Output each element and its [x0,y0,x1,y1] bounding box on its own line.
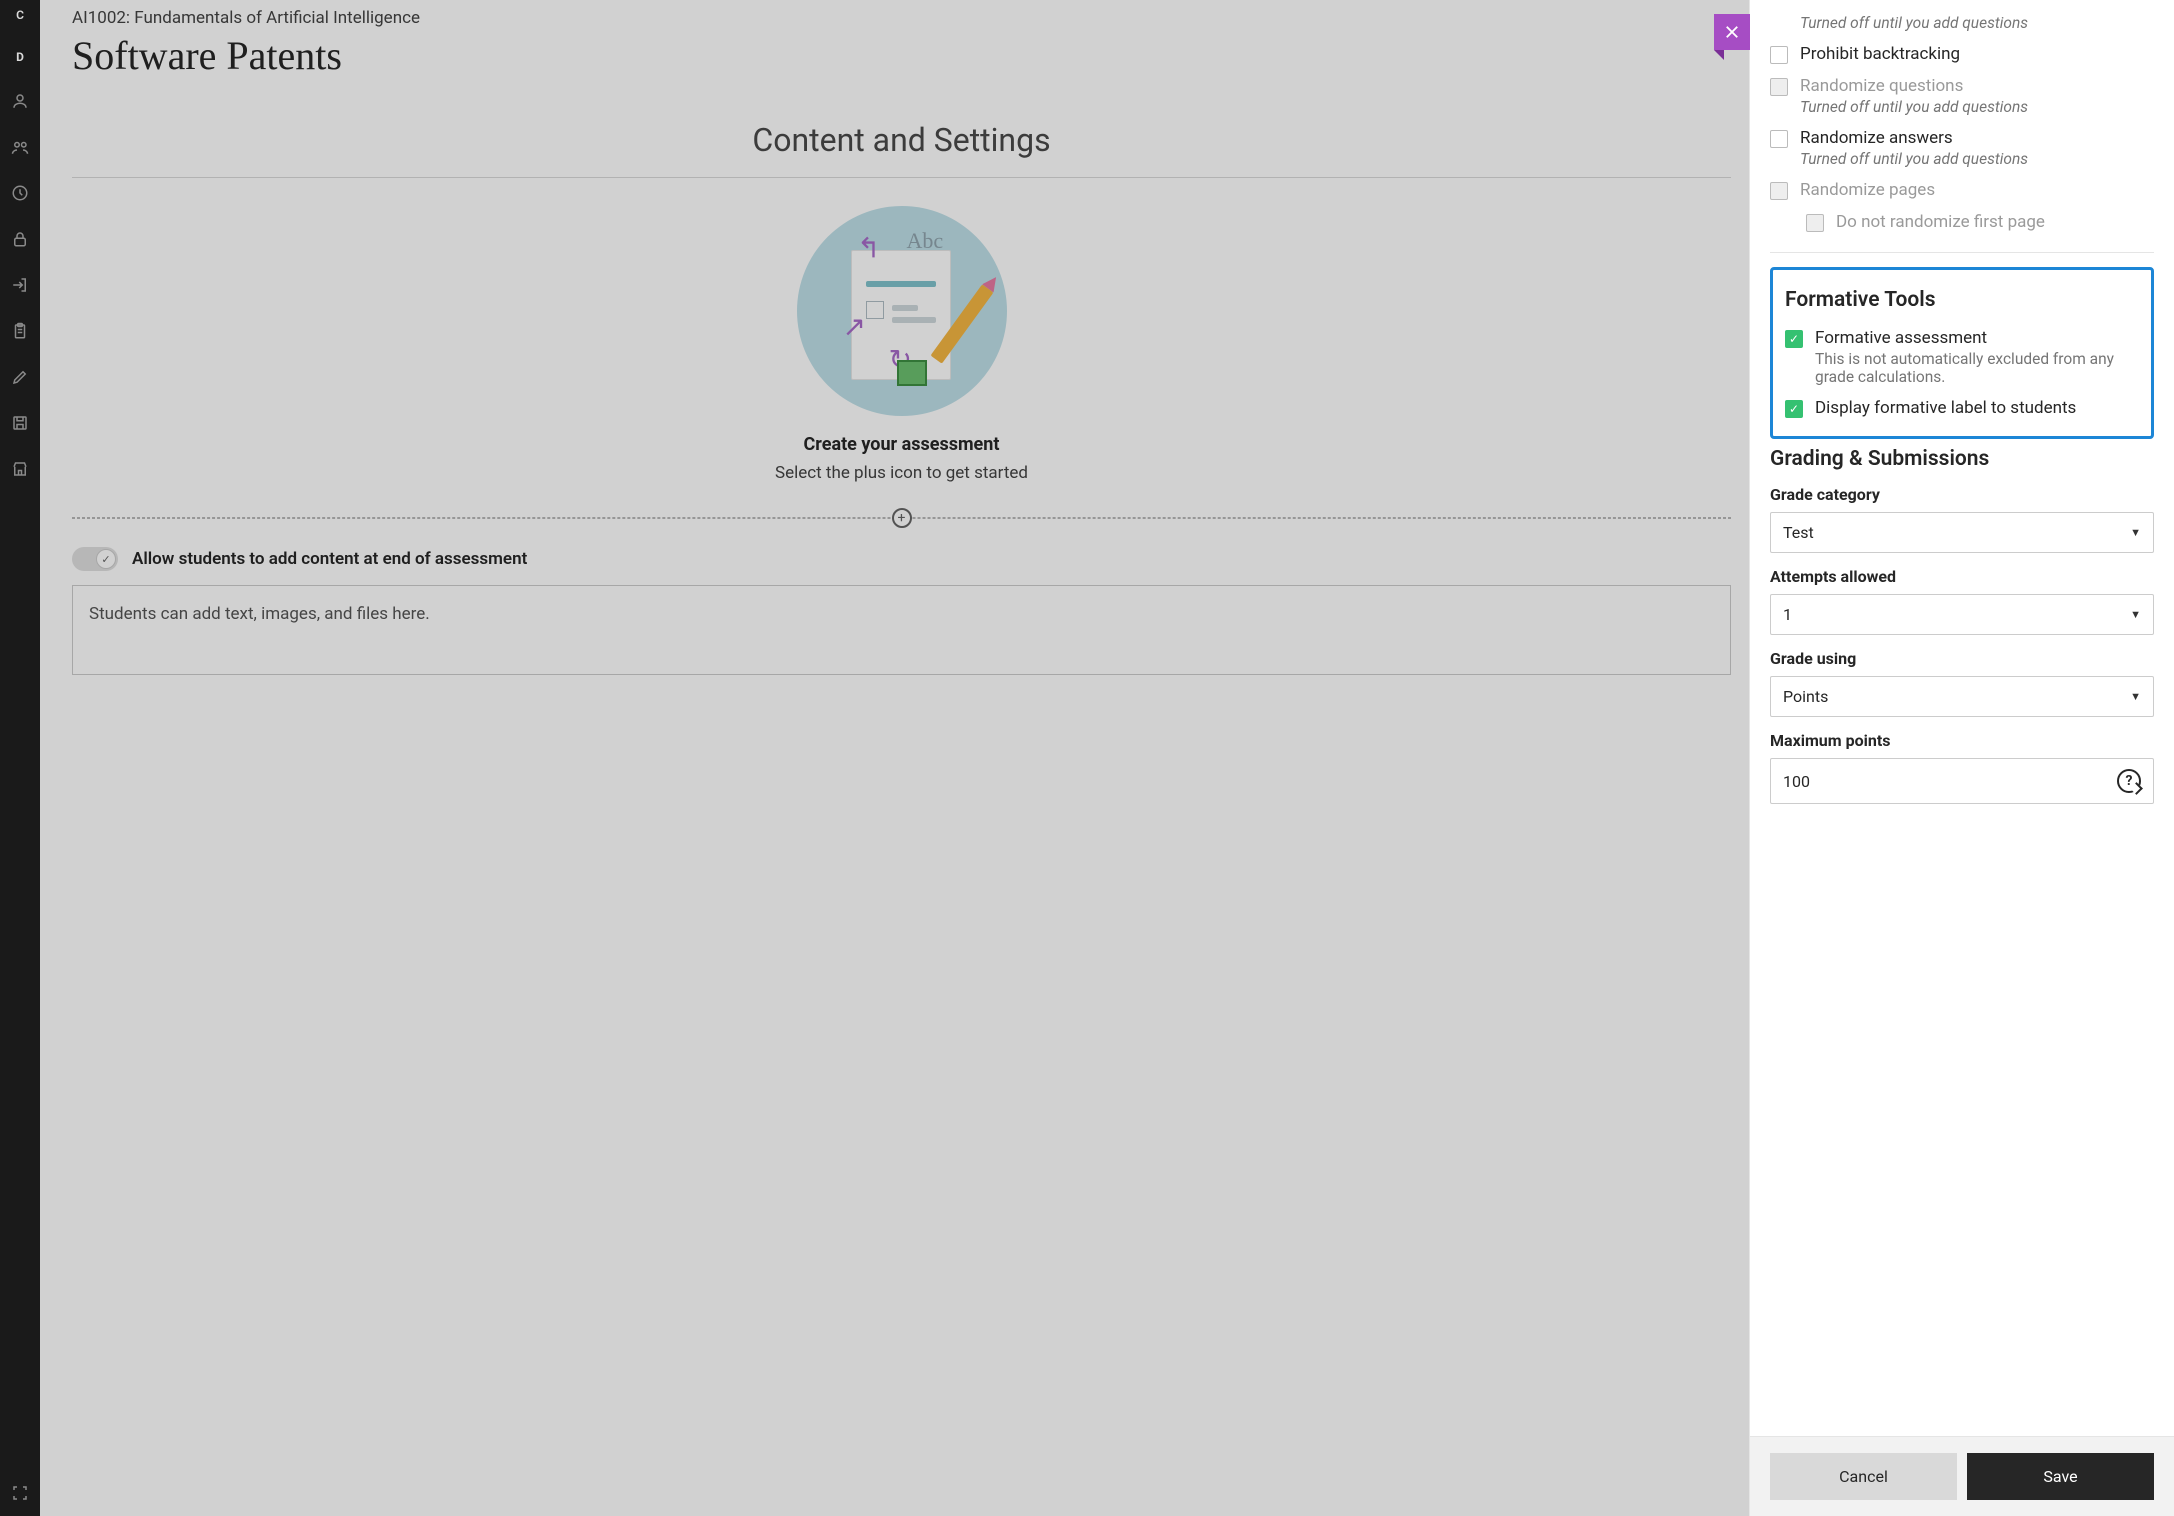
grade-category-value: Test [1783,523,1814,542]
grade-category-select[interactable]: Test ▼ [1770,512,2154,553]
student-content-area[interactable]: Students can add text, images, and files… [72,585,1731,675]
allow-student-content-label: Allow students to add content at end of … [132,549,527,569]
store-icon[interactable] [11,460,29,478]
formative-assessment-checkbox[interactable]: ✓ [1785,330,1803,348]
help-icon[interactable]: ? [2117,769,2141,793]
maximum-points-input[interactable]: 100 ? [1770,758,2154,804]
formative-assessment-label: Formative assessment [1815,328,2139,348]
randomize-pages-label: Randomize pages [1800,180,1935,200]
display-formative-label: Display formative label to students [1815,398,2076,418]
save-button[interactable]: Save [1967,1453,2154,1500]
maximum-points-label: Maximum points [1770,731,2154,750]
add-question-button[interactable]: + [892,508,912,528]
formative-tools-highlight: Formative Tools ✓ Formative assessment T… [1770,267,2154,439]
page-title: Software Patents [72,32,1731,79]
empty-state: Abc ↳ ↗ ↻ Create your assessment Select … [72,206,1731,483]
empty-title: Create your assessment [72,434,1731,455]
left-nav-rail: C D [0,0,40,1516]
maximum-points-value: 100 [1783,772,1810,791]
close-panel-button[interactable] [1714,14,1750,50]
pencil-icon[interactable] [11,368,29,386]
chevron-down-icon: ▼ [2130,690,2141,703]
attempts-allowed-label: Attempts allowed [1770,567,2154,586]
formative-assessment-hint: This is not automatically excluded from … [1815,350,2139,386]
randomize-answers-checkbox[interactable] [1770,130,1788,148]
empty-subtitle: Select the plus icon to get started [72,463,1731,483]
chevron-down-icon: ▼ [2130,608,2141,621]
formative-tools-heading: Formative Tools [1785,288,2139,312]
section-heading: Content and Settings [72,121,1731,178]
group-icon[interactable] [11,138,29,156]
attempts-allowed-select[interactable]: 1 ▼ [1770,594,2154,635]
settings-panel: Turned off until you add questions Prohi… [1749,0,2174,1516]
display-formative-label-checkbox[interactable]: ✓ [1785,400,1803,418]
breadcrumb: AI1002: Fundamentals of Artificial Intel… [72,8,1731,28]
prohibit-backtracking-checkbox[interactable] [1770,46,1788,64]
expand-icon[interactable] [11,1484,29,1502]
allow-student-content-toggle[interactable]: ✓ [72,547,118,571]
abc-label: Abc [907,228,944,254]
login-icon[interactable] [11,276,29,294]
grading-heading: Grading & Submissions [1770,447,2154,471]
grade-using-value: Points [1783,687,1828,706]
no-randomize-first-checkbox [1806,214,1824,232]
chevron-down-icon: ▼ [2130,526,2141,539]
clock-icon[interactable] [11,184,29,202]
prohibit-backtracking-label: Prohibit backtracking [1800,44,1960,64]
grade-using-select[interactable]: Points ▼ [1770,676,2154,717]
randomize-answers-hint: Turned off until you add questions [1800,150,2028,168]
empty-illustration-icon: Abc ↳ ↗ ↻ [797,206,1007,416]
display-one-hint: Turned off until you add questions [1800,14,2028,32]
clipboard-icon[interactable] [11,322,29,340]
rail-letter-c[interactable]: C [16,8,24,22]
grade-using-label: Grade using [1770,649,2154,668]
student-content-placeholder: Students can add text, images, and files… [89,604,430,624]
divider [1770,252,2154,253]
attempts-allowed-value: 1 [1783,605,1792,624]
lock-icon[interactable] [11,230,29,248]
randomize-answers-label: Randomize answers [1800,128,2028,148]
no-randomize-first-label: Do not randomize first page [1836,212,2045,232]
randomize-questions-hint: Turned off until you add questions [1800,98,2028,116]
add-divider: + [72,517,1731,519]
randomize-questions-checkbox [1770,78,1788,96]
randomize-pages-checkbox [1770,182,1788,200]
rail-letter-d[interactable]: D [16,50,24,64]
grade-category-label: Grade category [1770,485,2154,504]
main-content-area: AI1002: Fundamentals of Artificial Intel… [40,0,1749,1516]
cancel-button[interactable]: Cancel [1770,1453,1957,1500]
save-icon[interactable] [11,414,29,432]
randomize-questions-label: Randomize questions [1800,76,2028,96]
panel-footer: Cancel Save [1750,1436,2174,1516]
user-icon[interactable] [11,92,29,110]
